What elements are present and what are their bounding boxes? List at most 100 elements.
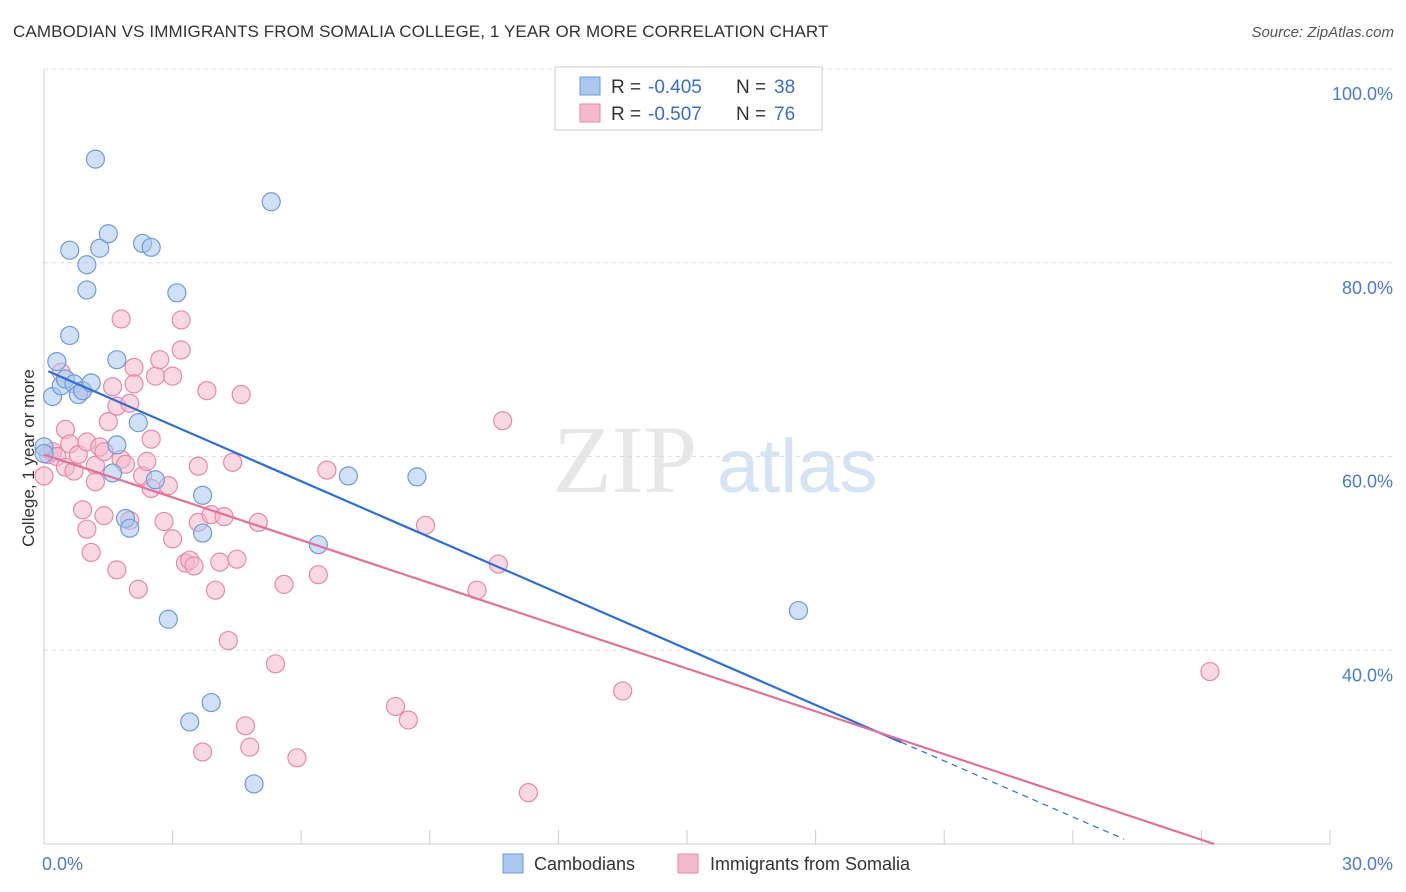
somalia-point-73 [518, 783, 538, 803]
somalia-point-18 [94, 506, 114, 526]
cambodian-point-30 [193, 523, 213, 543]
somalia-point-38 [154, 511, 174, 532]
cambodian-trend-extension [901, 741, 1125, 840]
trend-lines [43, 370, 1215, 846]
cambodian-point-26 [158, 609, 178, 629]
somalia-point-58 [231, 384, 251, 405]
cambodian-points [34, 149, 809, 794]
somalia-point-52 [205, 580, 226, 600]
source-label: Source: ZipAtlas.com [1251, 24, 1394, 41]
somalia-point-50 [197, 381, 217, 401]
somalia-point-63 [274, 574, 294, 594]
cambodian-point-6 [60, 325, 80, 346]
somalia-point-0 [34, 466, 54, 486]
somalia-point-21 [102, 377, 123, 397]
somalia-point-11 [72, 500, 93, 520]
grid-lines [44, 68, 1392, 651]
somalia-point-33 [137, 451, 157, 471]
somalia-point-66 [317, 460, 337, 480]
somalia-point-56 [223, 452, 243, 472]
somalia-point-53 [210, 552, 230, 572]
cambodian-point-29 [193, 485, 213, 505]
cambodian-point-27 [167, 283, 187, 303]
legend-n-label-1: N = [736, 77, 766, 98]
somalia-point-30 [124, 374, 144, 394]
somalia-point-43 [171, 340, 191, 360]
somalia-point-75 [1200, 661, 1220, 682]
legend: R = -0.405 N = 38 R = -0.507 N = 76 [554, 66, 823, 131]
cambodian-point-31 [201, 692, 221, 713]
watermark-zip: ZIP [553, 406, 697, 513]
cambodian-point-35 [338, 466, 358, 486]
somalia-point-13 [77, 519, 97, 539]
somalia-point-62 [265, 654, 286, 674]
cambodian-point-12 [77, 255, 97, 275]
somalia-point-57 [227, 549, 247, 569]
somalia-point-14 [81, 542, 101, 563]
cambodian-point-33 [261, 192, 281, 212]
cambodian-trend-line [47, 370, 902, 744]
somalia-point-41 [163, 366, 183, 386]
somalia-point-72 [493, 411, 513, 431]
legend-swatch-cambodians [579, 76, 601, 96]
somalia-point-36 [145, 366, 166, 386]
cambodian-point-21 [120, 518, 140, 538]
cambodian-point-3 [47, 352, 67, 372]
somalia-point-40 [163, 529, 183, 549]
somalia-point-16 [85, 472, 106, 492]
legend-n-value-1: 38 [774, 77, 795, 98]
cambodian-point-37 [788, 600, 809, 621]
somalia-point-29 [124, 357, 144, 378]
somalia-point-74 [613, 681, 633, 701]
y-axis-label: College, 1 year or more [19, 369, 38, 547]
somalia-point-20 [98, 412, 118, 432]
bottom-legend-cambodians: Cambodians [534, 854, 635, 874]
somalia-point-68 [398, 710, 418, 730]
somalia-point-47 [188, 456, 208, 476]
y-tick-label-2: 60.0% [1342, 472, 1393, 492]
watermark-atlas: atlas [717, 424, 878, 509]
cambodian-point-14 [85, 149, 106, 169]
somalia-points [34, 309, 1220, 803]
cambodian-point-17 [102, 463, 123, 483]
legend-n-value-2: 76 [774, 104, 795, 125]
legend-r-value-2: -0.507 [648, 104, 702, 125]
x-tick-max: 30.0% [1342, 854, 1393, 874]
cambodian-point-32 [244, 774, 264, 794]
somalia-point-60 [240, 737, 260, 757]
cambodian-point-36 [407, 467, 427, 487]
somalia-point-23 [107, 560, 127, 580]
x-tick-min: 0.0% [42, 854, 83, 874]
y-tick-labels: 100.0% 80.0% 60.0% 40.0% [1332, 84, 1393, 685]
cambodian-point-34 [308, 535, 328, 555]
y-tick-label-3: 40.0% [1342, 665, 1393, 685]
legend-swatch-somalia [579, 103, 601, 123]
x-ticks [43, 830, 1331, 844]
cambodian-point-24 [141, 237, 161, 257]
somalia-point-35 [141, 429, 161, 449]
bottom-legend-swatch-cambodians [502, 853, 524, 874]
cambodian-point-1 [34, 444, 54, 464]
somalia-point-42 [171, 310, 191, 330]
legend-r-value-1: -0.405 [648, 77, 702, 98]
legend-r-label-1: R = [611, 77, 641, 98]
legend-r-label-2: R = [611, 104, 641, 125]
bottom-legend: Cambodians Immigrants from Somalia [502, 853, 911, 874]
somalia-point-67 [385, 696, 406, 717]
y-tick-label-1: 80.0% [1342, 278, 1393, 298]
bottom-legend-somalia: Immigrants from Somalia [710, 854, 911, 874]
cambodian-point-22 [128, 413, 148, 433]
somalia-point-31 [128, 579, 148, 599]
somalia-point-37 [150, 350, 170, 370]
cambodian-point-16 [98, 224, 118, 244]
y-tick-label-0: 100.0% [1332, 84, 1393, 104]
legend-n-label-2: N = [736, 104, 766, 125]
somalia-point-65 [308, 565, 328, 585]
somalia-point-49 [193, 742, 213, 762]
chart-title: CAMBODIAN VS IMMIGRANTS FROM SOMALIA COL… [13, 22, 829, 41]
cambodian-point-18 [107, 350, 127, 370]
cambodian-point-7 [60, 240, 80, 260]
somalia-point-64 [287, 748, 307, 768]
cambodian-point-15 [90, 238, 110, 258]
